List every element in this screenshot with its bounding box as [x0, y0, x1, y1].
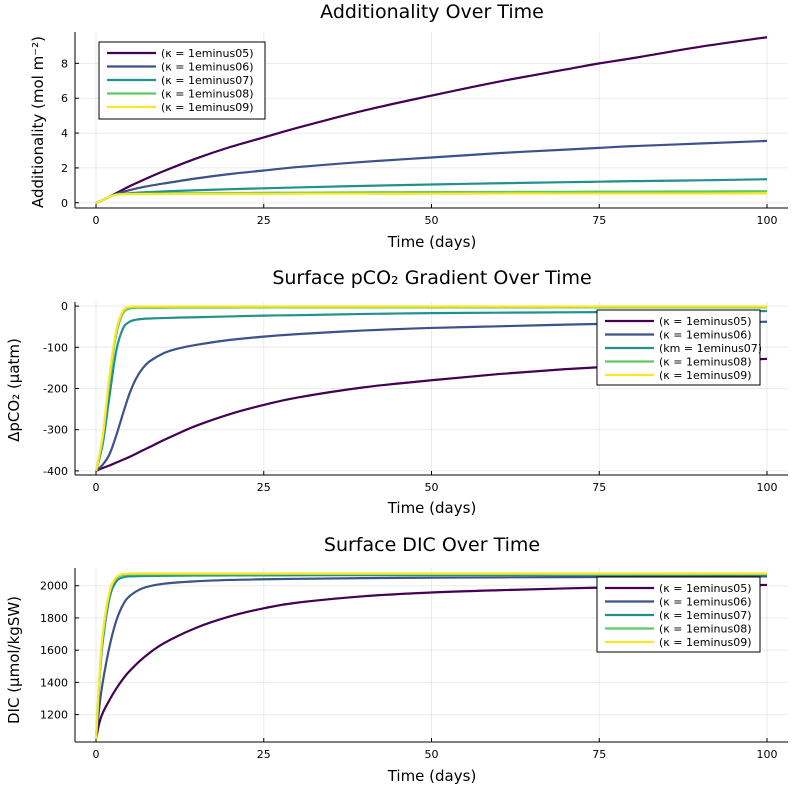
- legend-label: (κ = 1eminus05): [659, 582, 752, 595]
- y-tick-label: -300: [43, 424, 68, 437]
- x-tick-label: 25: [257, 481, 271, 494]
- legend-label: (κ = 1eminus06): [659, 596, 752, 609]
- legend-label: (κ = 1eminus09): [161, 101, 254, 114]
- series-line-5: [95, 192, 768, 204]
- x-tick-label: 75: [592, 214, 606, 227]
- legend-label: (κ = 1eminus05): [659, 315, 752, 328]
- x-tick-label: 0: [93, 748, 100, 761]
- legend-label: (κ = 1eminus09): [659, 369, 752, 382]
- y-tick-label: 8: [61, 57, 68, 70]
- legend: (κ = 1eminus05)(κ = 1eminus06)(κ = 1emin…: [98, 41, 266, 120]
- x-axis-label: Time (days): [387, 233, 477, 251]
- y-tick-label: 6: [61, 92, 68, 105]
- series-line-5: [94, 572, 767, 739]
- y-tick-label: 2000: [40, 580, 68, 593]
- series-line-2: [95, 320, 768, 472]
- legend-label: (κ = 1eminus07): [161, 74, 254, 87]
- x-tick-label: 100: [757, 481, 778, 494]
- x-tick-label: 0: [93, 481, 100, 494]
- x-axis-label: Time (days): [387, 499, 477, 517]
- x-axis-label: Time (days): [387, 767, 477, 785]
- legend: (κ = 1eminus05)(κ = 1eminus06)(κ = 1emin…: [596, 576, 761, 653]
- x-tick-label: 75: [592, 748, 606, 761]
- chart-title: Additionality Over Time: [320, 1, 544, 23]
- legend-label: (κ = 1eminus05): [161, 47, 254, 60]
- legend-label: (km = 1eminus07): [659, 342, 762, 355]
- legend-label: (κ = 1eminus08): [659, 623, 752, 636]
- x-tick-label: 25: [257, 748, 271, 761]
- y-tick-label: 2: [61, 162, 68, 175]
- y-tick-label: -200: [43, 383, 68, 396]
- x-tick-label: 50: [425, 214, 439, 227]
- y-tick-label: 0: [61, 300, 68, 313]
- y-tick-label: 4: [61, 127, 68, 140]
- y-tick-label: 1800: [40, 612, 68, 625]
- legend-label: (κ = 1eminus09): [659, 636, 752, 649]
- legend-label: (κ = 1eminus07): [659, 609, 752, 622]
- legend-label: (κ = 1eminus06): [161, 61, 254, 74]
- y-tick-label: 0: [61, 197, 68, 210]
- x-tick-label: 50: [425, 481, 439, 494]
- x-tick-label: 100: [757, 214, 778, 227]
- y-axis-label: ΔpCO₂ (μatm): [5, 338, 23, 442]
- y-axis-label: Additionality (mol m⁻²): [29, 36, 47, 208]
- y-tick-label: -400: [43, 465, 68, 478]
- chart-title: Surface pCO₂ Gradient Over Time: [272, 267, 591, 289]
- y-tick-label: -100: [43, 341, 68, 354]
- series-line-1: [95, 357, 768, 472]
- y-tick-label: 1400: [40, 676, 68, 689]
- legend-label: (κ = 1eminus08): [161, 88, 254, 101]
- series-line-1: [94, 583, 768, 740]
- x-tick-label: 25: [257, 214, 271, 227]
- y-tick-label: 1200: [40, 709, 68, 722]
- panel-additionality: Additionality Over Time Time (days) Addi…: [29, 1, 788, 251]
- legend: (κ = 1eminus05)(κ = 1eminus06)(km = 1emi…: [596, 309, 762, 386]
- series-line-5: [94, 305, 767, 472]
- x-tick-label: 50: [425, 748, 439, 761]
- y-axis-label: DIC (μmol/kgSW): [5, 596, 23, 724]
- series-line-2: [94, 575, 768, 739]
- panel-dic: Surface DIC Over Time Time (days) DIC (μ…: [5, 534, 788, 785]
- y-tick-label: 1600: [40, 644, 68, 657]
- x-tick-label: 0: [93, 214, 100, 227]
- chart-title: Surface DIC Over Time: [324, 534, 540, 556]
- panel-pco2-gradient: Surface pCO₂ Gradient Over Time Time (da…: [5, 267, 788, 517]
- x-tick-label: 100: [757, 748, 778, 761]
- series-line-3: [94, 309, 768, 472]
- legend-label: (κ = 1eminus06): [659, 329, 752, 342]
- x-tick-label: 75: [592, 481, 606, 494]
- legend-label: (κ = 1eminus08): [659, 356, 752, 369]
